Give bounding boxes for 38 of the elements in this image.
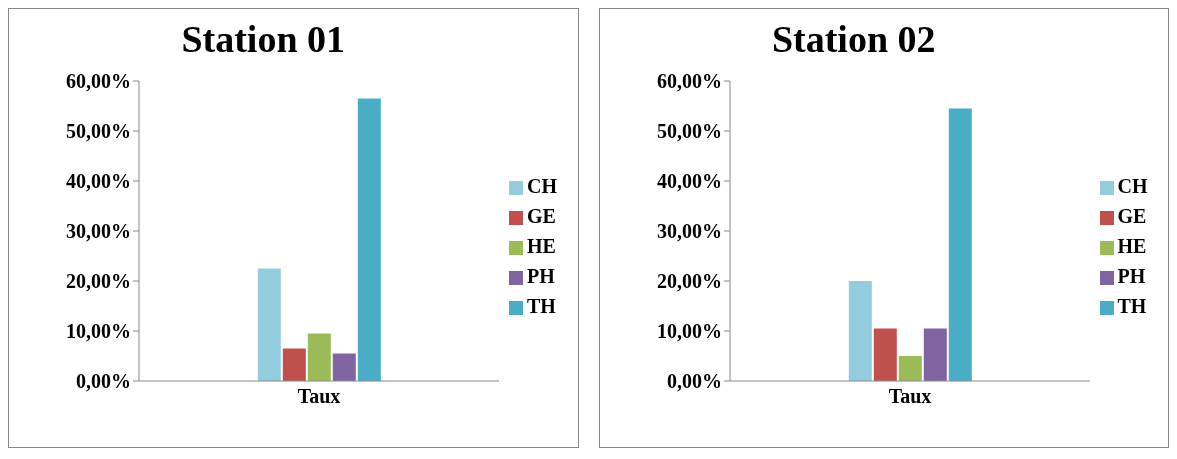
y-tick-label: 50,00%: [66, 120, 131, 143]
y-tick-label: 0,00%: [76, 370, 131, 393]
y-tick-label: 40,00%: [66, 170, 131, 193]
legend-label: PH: [527, 265, 555, 287]
legend-label: CH: [1117, 175, 1148, 197]
bar: [873, 328, 897, 381]
bar: [357, 98, 381, 381]
y-tick-label: 20,00%: [66, 270, 131, 293]
y-tick-label: 30,00%: [66, 220, 131, 243]
x-tick-label: Taux: [297, 385, 341, 408]
y-tick-label: 10,00%: [66, 320, 131, 343]
legend-label: TH: [1117, 295, 1147, 317]
y-tick-label: 0,00%: [666, 370, 722, 393]
bar: [898, 356, 922, 381]
legend-label: CH: [527, 175, 557, 197]
bar: [923, 328, 947, 381]
y-tick-label: 20,00%: [656, 270, 722, 293]
bar: [257, 268, 281, 381]
bar: [948, 108, 972, 381]
y-tick-label: 50,00%: [656, 120, 722, 143]
y-tick-label: 60,00%: [656, 70, 722, 93]
y-tick-label: 60,00%: [66, 70, 131, 93]
chart-title: Station 01: [180, 17, 347, 61]
bar: [307, 333, 331, 381]
y-tick-label: 40,00%: [656, 170, 722, 193]
legend-label: HE: [527, 235, 556, 257]
legend-label: TH: [527, 295, 556, 317]
chart-title: Station 02: [770, 17, 937, 61]
legend-label: PH: [1117, 265, 1146, 287]
y-tick-label: 10,00%: [656, 320, 722, 343]
bar: [332, 353, 356, 381]
legend-label: GE: [527, 205, 556, 227]
bar: [282, 348, 306, 381]
legend-label: GE: [1117, 205, 1147, 227]
legend-label: HE: [1117, 235, 1147, 257]
y-tick-label: 30,00%: [656, 220, 722, 243]
bar: [848, 281, 872, 381]
x-tick-label: Taux: [888, 385, 931, 408]
